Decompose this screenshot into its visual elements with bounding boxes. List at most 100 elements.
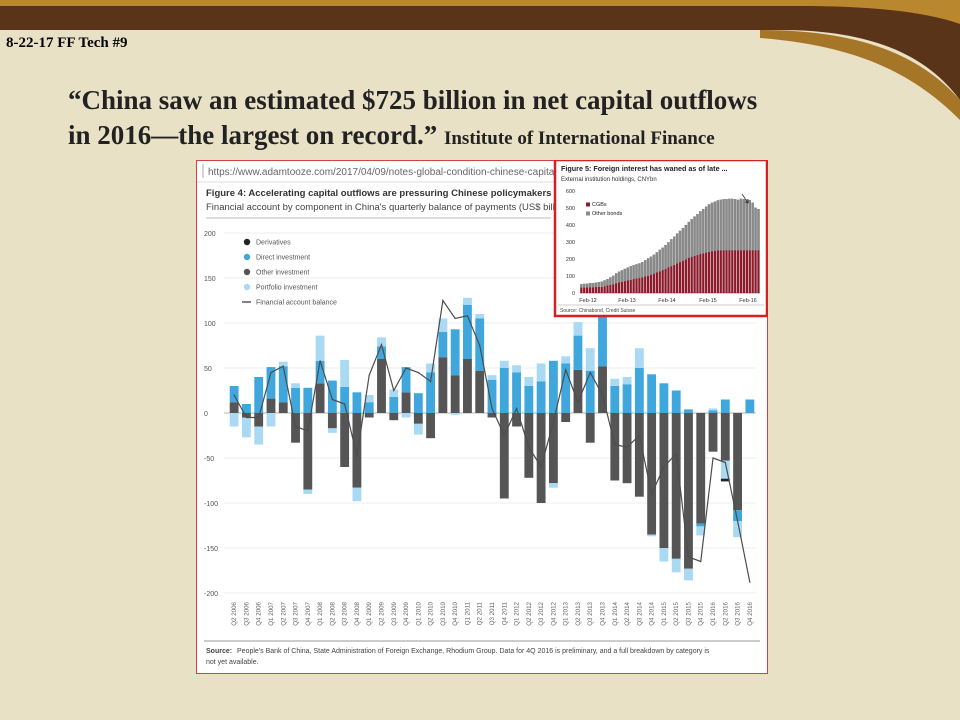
balance-point xyxy=(565,369,567,371)
fig4-xtick-label: Q4 2012 xyxy=(550,601,557,625)
fig5-bar-other-bonds xyxy=(597,282,601,287)
bar-direct-investment xyxy=(659,383,669,413)
fig5-title: Figure 5: Foreign interest has waned as … xyxy=(561,164,728,173)
fig5-bar-cgbs xyxy=(623,281,627,293)
fig5-bar-other-bonds xyxy=(635,264,638,279)
fig5-bar-other-bonds xyxy=(641,261,644,278)
balance-point xyxy=(454,317,456,320)
fig5-bar-other-bonds xyxy=(614,273,618,284)
bar-portfolio-investment xyxy=(327,428,337,433)
fig4-xtick-label: Q4 2014 xyxy=(649,601,656,625)
fig5-legend-label: CGBs xyxy=(592,202,607,208)
fig5-bar-other-bonds xyxy=(696,214,699,255)
fig4-ytick-label: -100 xyxy=(204,501,218,508)
fig5-bar-cgbs xyxy=(710,251,714,293)
fig5-bar-cgbs xyxy=(649,274,653,293)
fig4-xtick-label: Q4 2006 xyxy=(256,601,263,625)
fig4-xtick-label: Q2 2008 xyxy=(329,601,336,625)
balance-point xyxy=(258,416,260,419)
bar-direct-investment xyxy=(487,379,497,413)
bar-other-investment xyxy=(475,370,485,413)
fig5-bar-other-bonds xyxy=(626,267,630,281)
fig4-xtick-label: Q4 2008 xyxy=(354,601,361,625)
bar-other-investment xyxy=(598,366,607,413)
fig5-bar-cgbs xyxy=(705,252,708,293)
balance-point xyxy=(319,360,321,362)
balance-point xyxy=(417,371,419,374)
bar-direct-investment xyxy=(585,370,595,413)
fig5-bar-other-bonds xyxy=(748,199,751,251)
fig4-ytick-label: -200 xyxy=(204,591,218,598)
fig4-ytick-label: -150 xyxy=(204,546,218,553)
balance-point xyxy=(344,403,346,405)
fig5-bar-cgbs xyxy=(617,282,621,293)
fig5-xtick-label: Feb-16 xyxy=(739,298,756,304)
fig4-legend-label: Other investment xyxy=(256,270,309,277)
bar-other-investment xyxy=(487,413,497,418)
browser-url-text[interactable]: https://www.adamtooze.com/2017/04/09/not… xyxy=(208,167,574,178)
bar-portfolio-investment xyxy=(585,348,595,371)
bar-direct-investment xyxy=(573,335,583,370)
fig4-xtick-label: Q3 2008 xyxy=(342,601,349,625)
bar-portfolio-investment xyxy=(389,389,399,397)
fig5-bar-cgbs xyxy=(699,253,702,293)
fig5-bar-cgbs xyxy=(734,250,737,293)
balance-point xyxy=(700,560,702,563)
bar-portfolio-investment xyxy=(671,558,681,573)
fig5-xtick-label: Feb-14 xyxy=(658,298,675,304)
fig4-xtick-label: Q3 2007 xyxy=(293,601,300,625)
fig5-bar-cgbs xyxy=(646,275,650,293)
fig5-bar-cgbs xyxy=(728,250,731,293)
fig5-bar-other-bonds xyxy=(591,283,595,288)
fig5-bar-cgbs xyxy=(652,273,656,293)
fig5-bar-other-bonds xyxy=(620,270,624,282)
bar-other-investment xyxy=(696,413,706,524)
fig5-ytick-label: 200 xyxy=(566,257,575,263)
fig5-bar-cgbs xyxy=(719,250,722,293)
slide-label: 8-22-17 FF Tech #9 xyxy=(6,35,128,51)
fig5-bar-other-bonds xyxy=(707,204,711,252)
bar-portfolio-investment xyxy=(536,363,546,382)
fig4-xtick-label: Q1 2015 xyxy=(661,601,668,625)
fig5-bar-other-bonds xyxy=(658,249,661,272)
fig5-bar-other-bonds xyxy=(623,268,627,282)
fig4-xtick-label: Q3 2016 xyxy=(735,601,742,625)
fig5-legend-label: Other bonds xyxy=(592,211,623,217)
fig5-bar-other-bonds xyxy=(745,199,749,251)
bar-portfolio-investment xyxy=(573,322,583,336)
fig5-bar-cgbs xyxy=(620,281,624,293)
fig4-xtick-label: Q1 2007 xyxy=(268,601,275,625)
fig5-bar-other-bonds xyxy=(722,199,725,251)
header-banner xyxy=(0,0,960,100)
fig5-bar-cgbs xyxy=(594,287,598,293)
fig5-bar-other-bonds xyxy=(646,258,650,276)
fig5-bar-other-bonds xyxy=(710,202,714,252)
fig5-bar-other-bonds xyxy=(594,282,598,288)
fig4-xtick-label: Q1 2010 xyxy=(415,601,422,625)
balance-point xyxy=(651,493,653,495)
fig4-source-text-1: People's Bank of China, State Administra… xyxy=(237,648,710,655)
bar-other-investment xyxy=(303,413,313,490)
fig5-bar-cgbs xyxy=(597,286,600,293)
fig4-xtick-label: Q3 2015 xyxy=(685,601,692,625)
bar-portfolio-investment xyxy=(315,335,325,361)
fig4-legend-label: Portfolio investment xyxy=(256,285,318,292)
bar-portfolio-investment xyxy=(291,383,300,388)
fig5-bar-other-bonds xyxy=(652,254,656,274)
fig5-bar-other-bonds xyxy=(617,271,621,283)
bar-other-investment xyxy=(401,392,411,413)
fig4-legend-swatch xyxy=(243,283,251,291)
fig5-bar-other-bonds xyxy=(693,216,696,257)
bar-direct-investment xyxy=(401,367,411,393)
fig5-bar-cgbs xyxy=(754,250,757,293)
bar-portfolio-investment xyxy=(659,548,669,562)
fig5-bar-other-bonds xyxy=(661,247,664,271)
fig5-ytick-label: 0 xyxy=(572,291,575,297)
fig5-bar-cgbs xyxy=(632,279,635,293)
bar-direct-investment xyxy=(413,393,423,413)
fig5-bar-cgbs xyxy=(629,279,632,293)
bar-direct-investment xyxy=(708,410,718,413)
fig5-bar-cgbs xyxy=(713,250,717,293)
fig5-xtick-label: Feb-12 xyxy=(579,298,596,304)
